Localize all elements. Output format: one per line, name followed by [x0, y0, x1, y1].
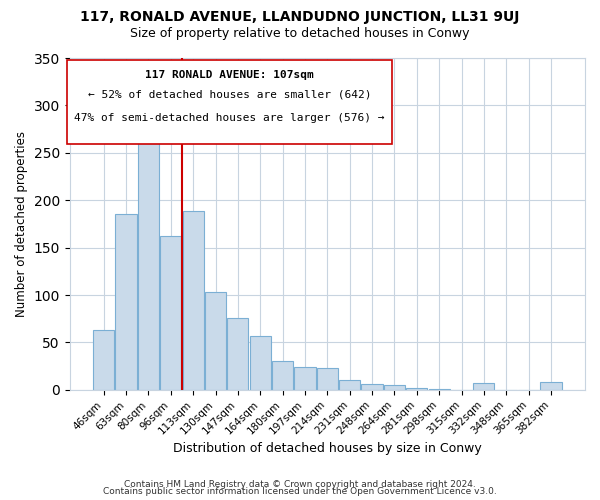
Text: 117, RONALD AVENUE, LLANDUDNO JUNCTION, LL31 9UJ: 117, RONALD AVENUE, LLANDUDNO JUNCTION, … — [80, 10, 520, 24]
Text: Size of property relative to detached houses in Conwy: Size of property relative to detached ho… — [130, 28, 470, 40]
Text: ← 52% of detached houses are smaller (642): ← 52% of detached houses are smaller (64… — [88, 90, 371, 100]
Bar — [473, 383, 494, 390]
Bar — [339, 380, 361, 390]
FancyBboxPatch shape — [67, 60, 392, 144]
X-axis label: Distribution of detached houses by size in Conwy: Distribution of detached houses by size … — [173, 442, 482, 455]
Text: 117 RONALD AVENUE: 107sqm: 117 RONALD AVENUE: 107sqm — [145, 70, 314, 80]
Bar — [361, 384, 383, 390]
Text: Contains public sector information licensed under the Open Government Licence v3: Contains public sector information licen… — [103, 488, 497, 496]
Bar — [295, 367, 316, 390]
Bar — [138, 112, 159, 390]
Bar — [205, 292, 226, 390]
Y-axis label: Number of detached properties: Number of detached properties — [15, 131, 28, 317]
Bar — [272, 362, 293, 390]
Bar — [428, 389, 450, 390]
Bar — [384, 385, 405, 390]
Bar — [115, 214, 137, 390]
Bar — [227, 318, 248, 390]
Bar — [160, 236, 181, 390]
Bar — [541, 382, 562, 390]
Text: Contains HM Land Registry data © Crown copyright and database right 2024.: Contains HM Land Registry data © Crown c… — [124, 480, 476, 489]
Bar — [182, 210, 204, 390]
Text: 47% of semi-detached houses are larger (576) →: 47% of semi-detached houses are larger (… — [74, 113, 385, 123]
Bar — [317, 368, 338, 390]
Bar — [93, 330, 115, 390]
Bar — [250, 336, 271, 390]
Bar — [406, 388, 427, 390]
